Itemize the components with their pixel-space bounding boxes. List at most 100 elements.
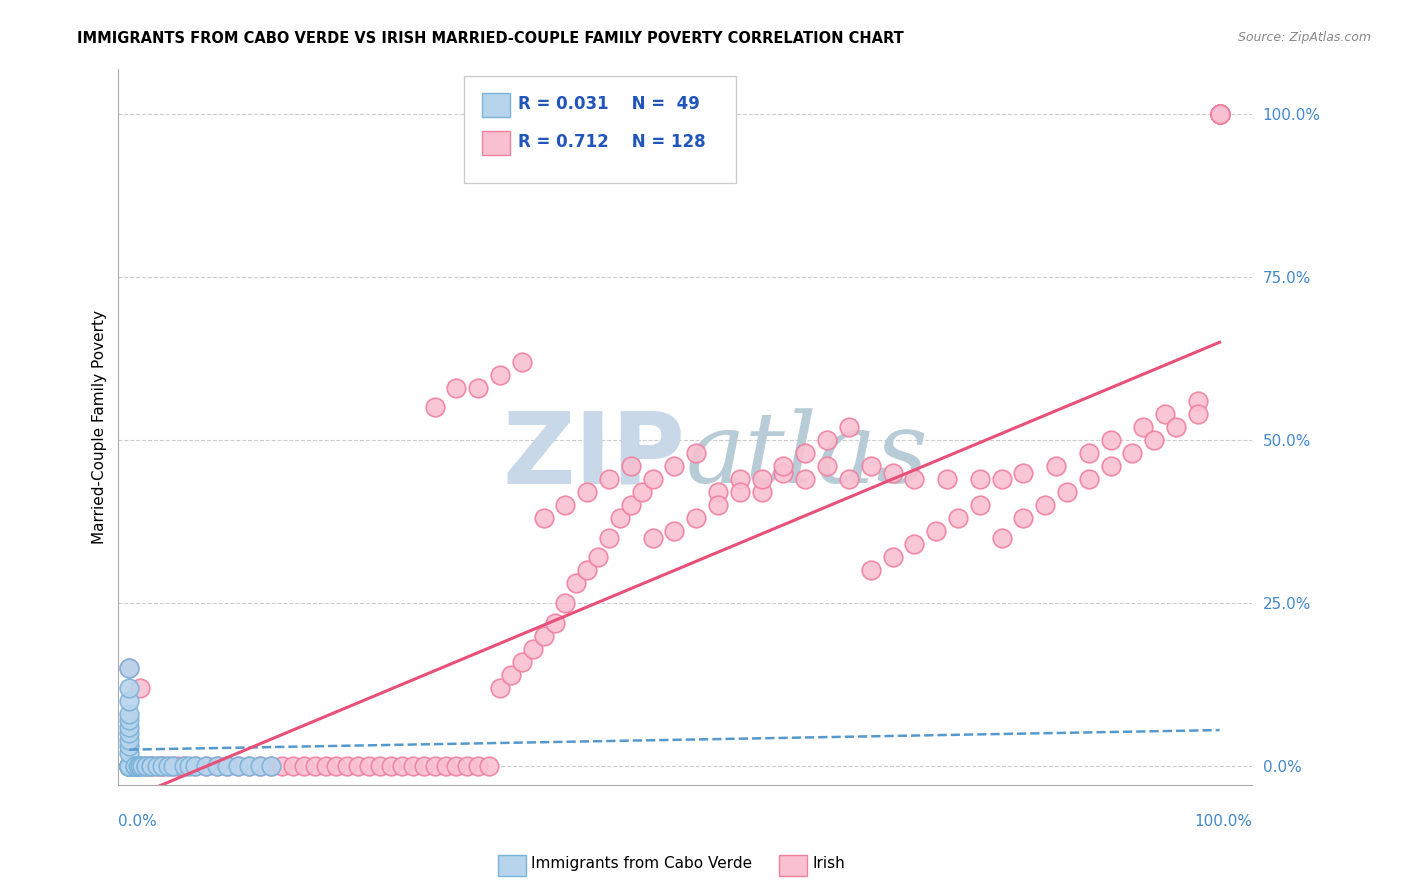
Point [554, 596, 576, 610]
Point [260, 759, 283, 773]
Point [173, 759, 195, 773]
Point [446, 381, 468, 395]
Point [173, 759, 195, 773]
Point [1154, 407, 1177, 421]
Point [118, 732, 141, 747]
Point [456, 759, 478, 773]
Point [1077, 472, 1099, 486]
Point [118, 759, 141, 773]
Point [576, 485, 599, 500]
Point [925, 524, 948, 539]
Point [586, 550, 609, 565]
Point [815, 459, 838, 474]
Point [271, 759, 294, 773]
Point [368, 759, 391, 773]
Point [903, 472, 925, 486]
Point [118, 759, 141, 773]
Point [118, 713, 141, 727]
Point [620, 498, 643, 512]
Point [131, 759, 153, 773]
Point [664, 459, 686, 474]
Point [598, 531, 620, 545]
Point [565, 576, 588, 591]
Point [838, 472, 860, 486]
Point [1012, 466, 1035, 480]
Point [990, 531, 1012, 545]
Point [118, 681, 141, 695]
Point [1208, 107, 1230, 121]
Point [1143, 433, 1166, 447]
Point [446, 759, 468, 773]
Point [380, 759, 402, 773]
Point [1187, 393, 1209, 408]
Point [412, 759, 434, 773]
Point [1012, 511, 1035, 525]
Point [150, 759, 173, 773]
Point [249, 759, 271, 773]
Point [510, 355, 533, 369]
Point [1208, 107, 1230, 121]
Point [179, 759, 201, 773]
Point [478, 759, 501, 773]
Point [1164, 420, 1187, 434]
Point [882, 466, 904, 480]
Point [127, 759, 149, 773]
Point [118, 759, 141, 773]
Point [118, 759, 141, 773]
Point [522, 641, 544, 656]
Point [990, 472, 1012, 486]
Point [141, 759, 163, 773]
Point [145, 759, 167, 773]
Point [402, 759, 425, 773]
Point [118, 720, 141, 734]
Point [533, 511, 555, 525]
Point [118, 746, 141, 760]
Point [728, 472, 751, 486]
Point [391, 759, 413, 773]
Point [156, 759, 179, 773]
Point [118, 759, 141, 773]
Point [141, 759, 163, 773]
Point [150, 759, 173, 773]
Point [728, 485, 751, 500]
Point [1208, 107, 1230, 121]
Text: 0.0%: 0.0% [118, 814, 157, 830]
Point [194, 759, 217, 773]
Point [118, 759, 141, 773]
Point [1099, 459, 1122, 474]
Point [129, 681, 152, 695]
Point [118, 759, 141, 773]
Text: Immigrants from Cabo Verde: Immigrants from Cabo Verde [531, 856, 752, 871]
Point [794, 472, 817, 486]
Point [118, 759, 141, 773]
Point [946, 511, 969, 525]
Point [969, 472, 991, 486]
Point [609, 511, 631, 525]
Point [423, 401, 446, 415]
Point [685, 511, 707, 525]
Point [118, 661, 141, 675]
Point [127, 759, 149, 773]
Text: R = 0.712    N = 128: R = 0.712 N = 128 [517, 134, 706, 152]
Point [145, 759, 167, 773]
Point [859, 563, 882, 577]
Point [620, 459, 643, 474]
Point [118, 759, 141, 773]
Point [772, 466, 794, 480]
Point [1033, 498, 1056, 512]
Point [228, 759, 250, 773]
Point [499, 667, 522, 681]
Point [129, 759, 152, 773]
Point [217, 759, 239, 773]
Point [315, 759, 337, 773]
Point [664, 524, 686, 539]
Point [124, 759, 146, 773]
Point [205, 759, 228, 773]
Point [1045, 459, 1067, 474]
Point [118, 759, 141, 773]
Point [325, 759, 347, 773]
Point [118, 759, 141, 773]
Point [936, 472, 959, 486]
Point [434, 759, 457, 773]
FancyBboxPatch shape [464, 76, 737, 183]
